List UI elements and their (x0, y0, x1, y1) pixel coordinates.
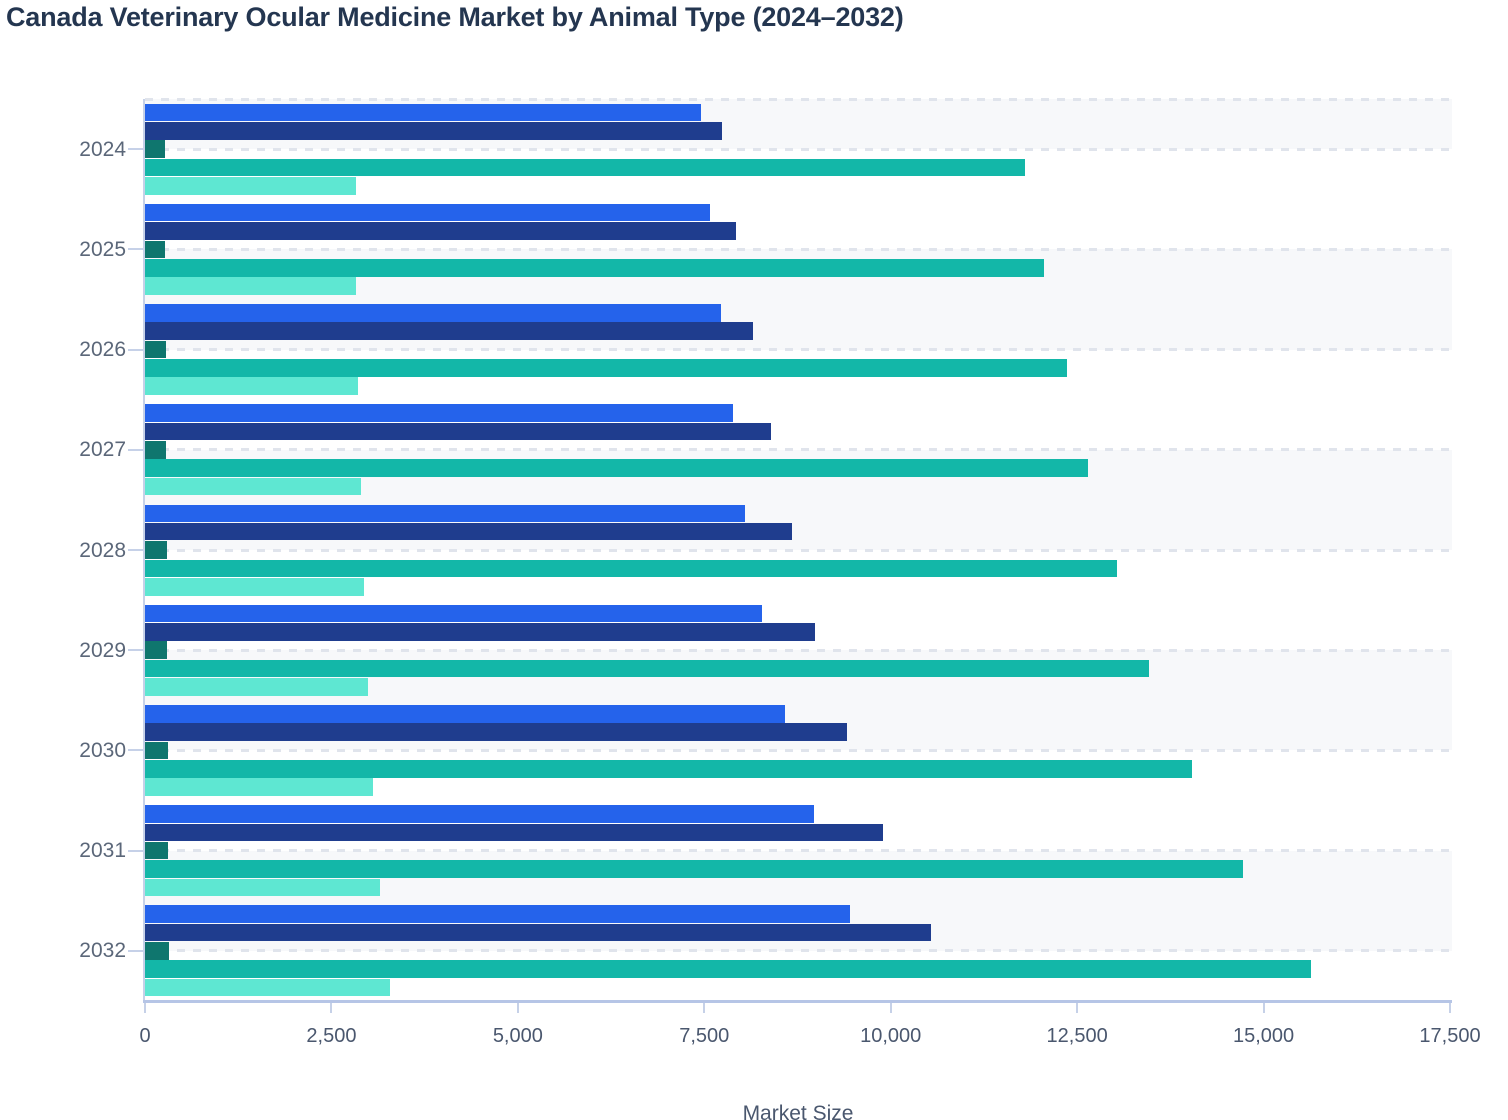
gridline-dashed (145, 949, 1452, 953)
y-tick-label-2032: 2032 (79, 939, 126, 963)
gridline-dashed (145, 849, 1452, 853)
bar-2030-series-2-dark-blue[interactable] (145, 723, 848, 741)
x-tick-label-5,000: 5,000 (492, 1025, 543, 1047)
bar-2028-series-4-teal[interactable] (145, 559, 1118, 578)
x-tick-label-15,000: 15,000 (1232, 1025, 1295, 1047)
x-tick-label-7,500: 7,500 (679, 1025, 730, 1047)
bar-2032-series-5-mint[interactable] (145, 978, 391, 997)
bar-2024-series-4-teal[interactable] (145, 158, 1025, 177)
bar-2025-series-3-dark-teal[interactable] (145, 240, 166, 259)
gridline-dashed (145, 247, 1452, 251)
x-axis-tick (516, 1003, 519, 1013)
gridline-dashed (145, 348, 1452, 352)
bar-2032-series-1-blue[interactable] (145, 905, 851, 923)
bar-2029-series-2-dark-blue[interactable] (145, 623, 816, 641)
bar-2026-series-2-dark-blue[interactable] (145, 322, 753, 340)
y-tick-label-2028: 2028 (79, 538, 126, 562)
y-axis-tick (128, 348, 143, 351)
y-axis-tick (128, 649, 143, 652)
y-tick-label-2030: 2030 (79, 738, 126, 762)
gridline-dashed (145, 448, 1452, 452)
x-tick-label-2,500: 2,500 (306, 1025, 357, 1047)
y-axis-tick (128, 248, 143, 251)
bar-2030-series-4-teal[interactable] (145, 760, 1192, 778)
gridline-dashed (145, 648, 1452, 652)
bar-2029-series-5-mint[interactable] (145, 678, 368, 696)
bar-2032-series-4-teal[interactable] (145, 960, 1311, 979)
bar-2029-series-1-blue[interactable] (145, 604, 763, 623)
bar-2025-series-2-dark-blue[interactable] (145, 222, 737, 240)
bar-2031-series-3-dark-teal[interactable] (145, 841, 169, 860)
bar-2026-series-4-teal[interactable] (145, 359, 1067, 377)
gridline-dashed (145, 97, 1452, 101)
bar-2024-series-2-dark-blue[interactable] (145, 121, 723, 140)
x-axis-tick (1449, 1003, 1451, 1013)
x-axis-tick (330, 1003, 333, 1013)
x-tick-label-0: 0 (139, 1025, 151, 1047)
bar-2025-series-5-mint[interactable] (145, 277, 357, 295)
y-axis-tick (128, 749, 143, 752)
x-tick-label-17,500: 17,500 (1419, 1025, 1481, 1047)
bar-2030-series-3-dark-teal[interactable] (145, 741, 169, 760)
bar-2026-series-3-dark-teal[interactable] (145, 340, 166, 359)
y-axis-tick (128, 949, 143, 952)
bar-2027-series-3-dark-teal[interactable] (145, 440, 166, 459)
y-tick-label-2027: 2027 (79, 438, 126, 462)
bar-2027-series-4-teal[interactable] (145, 459, 1088, 477)
bar-2027-series-2-dark-blue[interactable] (145, 422, 772, 441)
y-tick-label-2031: 2031 (79, 839, 126, 863)
y-tick-label-2026: 2026 (79, 338, 126, 362)
bar-2031-series-2-dark-blue[interactable] (145, 823, 884, 842)
chart-title: Canada Veterinary Ocular Medicine Market… (6, 2, 904, 32)
bar-2024-series-3-dark-teal[interactable] (145, 140, 165, 158)
x-axis-tick (889, 1003, 892, 1013)
bar-2025-series-4-teal[interactable] (145, 258, 1045, 277)
bar-2028-series-1-blue[interactable] (145, 504, 746, 523)
bar-2029-series-3-dark-teal[interactable] (145, 641, 168, 660)
y-tick-label-2025: 2025 (79, 237, 126, 261)
y-axis-tick (128, 148, 143, 151)
bar-2026-series-5-mint[interactable] (145, 377, 359, 396)
x-axis-title: Market Size (742, 1102, 854, 1120)
bar-2031-series-5-mint[interactable] (145, 878, 380, 897)
y-axis-tick (128, 448, 143, 451)
x-axis-tick (1262, 1003, 1265, 1013)
bar-2024-series-5-mint[interactable] (145, 177, 357, 195)
y-axis-line (143, 99, 145, 1001)
y-axis-tick (128, 549, 143, 551)
bar-2028-series-5-mint[interactable] (145, 577, 365, 596)
x-axis-tick (1076, 1003, 1079, 1013)
bar-2025-series-1-blue[interactable] (145, 203, 711, 222)
bar-2031-series-1-blue[interactable] (145, 805, 814, 823)
gridline-dashed (145, 548, 1452, 552)
y-tick-label-2029: 2029 (79, 638, 126, 662)
x-axis-tick (144, 1003, 146, 1013)
y-axis-tick (128, 849, 143, 852)
bar-2032-series-2-dark-blue[interactable] (145, 923, 931, 942)
bar-2031-series-4-teal[interactable] (145, 860, 1244, 878)
x-axis-line (143, 1000, 1452, 1003)
bar-2030-series-5-mint[interactable] (145, 778, 374, 796)
gridline-dashed (145, 147, 1452, 151)
bar-2027-series-5-mint[interactable] (145, 477, 362, 496)
x-tick-label-12,500: 12,500 (1046, 1025, 1108, 1047)
bar-2032-series-3-dark-teal[interactable] (145, 942, 170, 960)
bar-2028-series-2-dark-blue[interactable] (145, 522, 792, 541)
bar-2026-series-1-blue[interactable] (145, 304, 721, 322)
bar-2029-series-4-teal[interactable] (145, 659, 1150, 678)
bar-2027-series-1-blue[interactable] (145, 404, 734, 422)
x-axis-tick (703, 1003, 706, 1013)
bar-2028-series-3-dark-teal[interactable] (145, 541, 167, 559)
y-tick-label-2024: 2024 (79, 137, 126, 161)
gridline-dashed (145, 748, 1452, 752)
x-tick-label-10,000: 10,000 (860, 1025, 922, 1047)
bar-2024-series-1-blue[interactable] (145, 103, 702, 122)
bar-2030-series-1-blue[interactable] (145, 704, 785, 723)
